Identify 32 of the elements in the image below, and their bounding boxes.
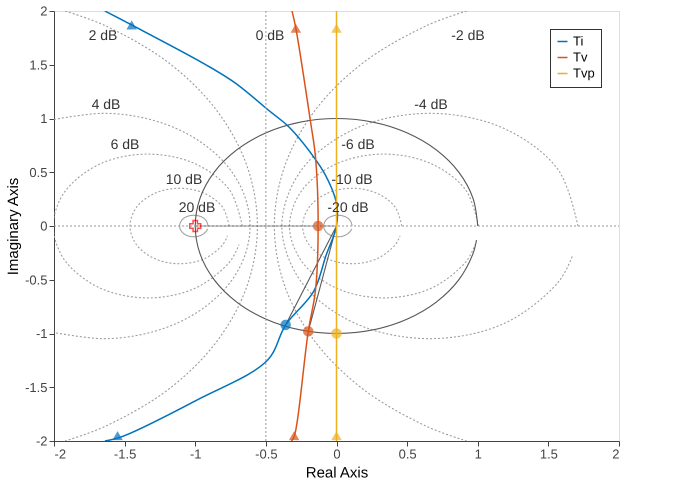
annotation: 0 dB <box>256 27 284 43</box>
annotation: -6 dB <box>341 136 375 152</box>
annotation: 20 dB <box>178 199 216 215</box>
x-tick-label: -2 <box>54 446 66 462</box>
y-tick-label: -1.5 <box>25 380 48 395</box>
x-tick-label: -1 <box>190 446 202 462</box>
annotation: 2 dB <box>88 27 118 43</box>
annotation: 10 dB <box>166 171 202 187</box>
annotation: -4 dB <box>414 96 448 112</box>
y-tick-label: 1 <box>40 111 48 126</box>
x-axis-title: Real Axis <box>306 464 368 482</box>
legend-label: Tvp <box>573 66 595 80</box>
x-tick-label: 0 <box>333 446 341 462</box>
legend-label: Tv <box>573 50 588 64</box>
annotation: -2 dB <box>451 27 485 43</box>
y-tick-label: -1 <box>36 326 48 341</box>
x-tick-label: -1.5 <box>114 446 136 462</box>
x-tick-label: 2 <box>612 446 620 462</box>
y-tick-label: 1.5 <box>29 57 48 72</box>
legend-label: Ti <box>573 34 584 48</box>
x-tick-label: 1.5 <box>540 446 558 462</box>
x-tick-label: -0.5 <box>255 446 278 462</box>
y-tick-label: 0 <box>40 218 48 234</box>
y-tick-label: 0.5 <box>29 164 48 180</box>
y-tick-label: 2 <box>40 4 48 18</box>
annotation: 4 dB <box>92 96 120 112</box>
annotation: 6 dB <box>110 136 140 152</box>
y-tick-label: -0.5 <box>25 272 48 288</box>
x-tick-label: 0.5 <box>398 446 417 462</box>
y-axis-title: Imaginary Axis <box>5 178 22 276</box>
y-tick-label: -2 <box>36 434 48 448</box>
x-tick-label: 1 <box>474 446 482 462</box>
